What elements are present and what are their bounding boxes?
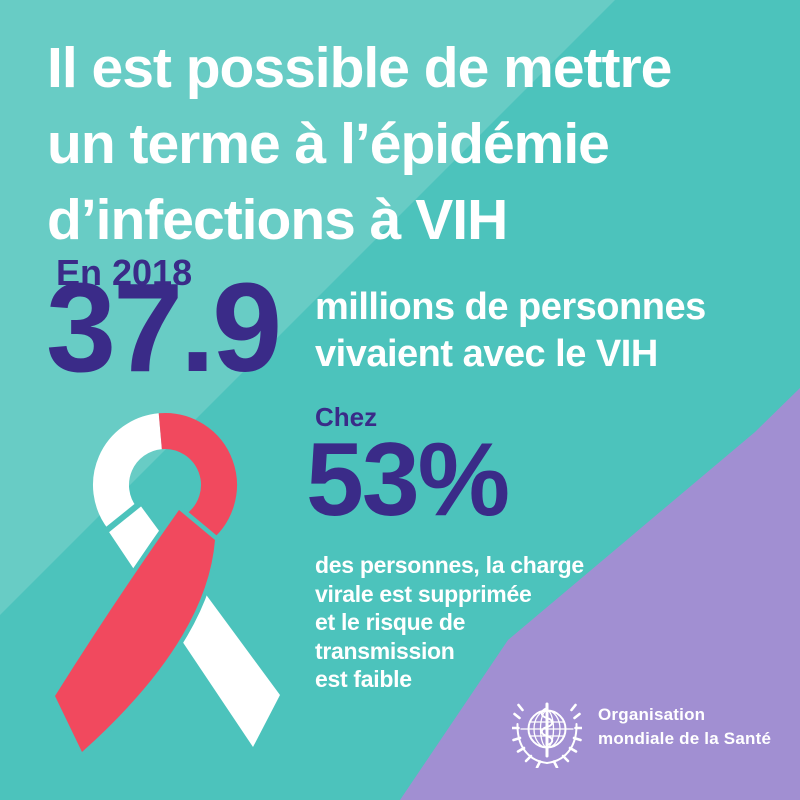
stat-suppressed-desc-line-5: est faible: [315, 666, 412, 693]
who-logo: Organisation mondiale de la Santé: [512, 698, 771, 768]
who-org-name-line-2: mondiale de la Santé: [598, 728, 772, 748]
page-title-line-1: Il est possible de mettre: [47, 36, 672, 100]
stat-suppressed-desc-line-3: et le risque de: [315, 609, 466, 636]
ribbon-loop-red: [158, 413, 237, 544]
stat-suppressed-desc-line-2: virale est supprimée: [315, 580, 532, 607]
ribbon-red-tail: [52, 503, 220, 755]
stat-suppressed-desc-line-1: des personnes, la charge: [315, 552, 584, 578]
ribbon-loop-white: [93, 413, 163, 530]
stat-suppressed-value: 53%: [306, 422, 510, 538]
page-title: Il est possible de mettre un terme à l’é…: [47, 30, 672, 258]
stat-suppressed-description: des personnes, la charge virale est supp…: [315, 551, 584, 694]
who-emblem-icon: [512, 702, 582, 768]
stat-suppressed-intro: Chez: [315, 402, 378, 432]
year-label: En 2018: [56, 252, 193, 293]
stat-people-living-desc-line-1: millions de personnes: [315, 286, 706, 328]
stat-people-living-desc-line-2: vivaient avec le VIH: [315, 333, 658, 375]
who-org-name: Organisation mondiale de la Santé: [598, 703, 771, 750]
stat-people-living-value: 37.9: [46, 257, 282, 398]
page-title-line-2: un terme à l’épidémie: [47, 112, 610, 176]
awareness-ribbon-icon: [52, 413, 280, 755]
stat-suppressed-desc-line-4: transmission: [315, 637, 455, 664]
ribbon-gap-cut: [100, 498, 145, 537]
page-title-line-3: d’infections à VIH: [47, 188, 508, 252]
who-org-name-line-1: Organisation: [598, 705, 706, 724]
stat-people-living-description: millions de personnes vivaient avec le V…: [315, 284, 706, 378]
